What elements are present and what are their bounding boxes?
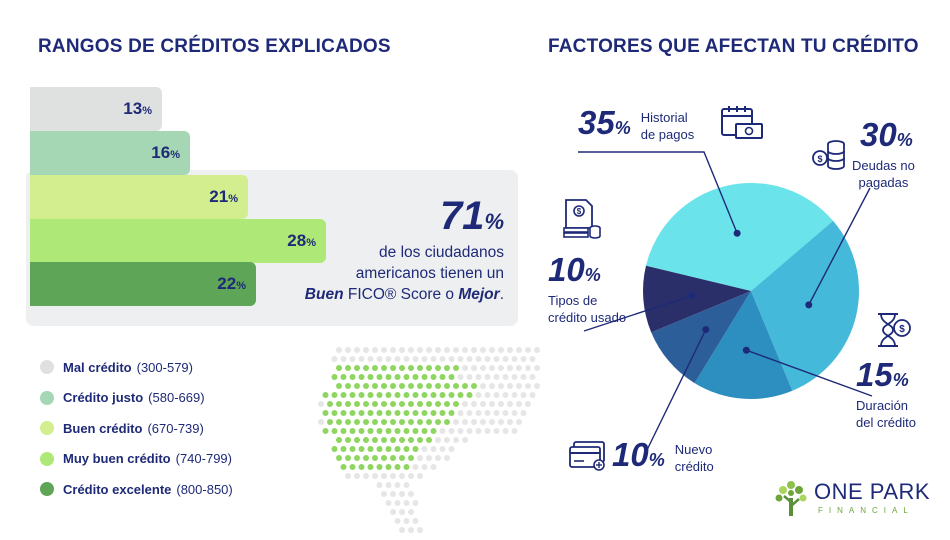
legend-item: Muy buen crédito (740-799): [40, 444, 233, 475]
hourglass-coin-icon: $: [878, 313, 911, 347]
legend-item: Crédito justo (580-669): [40, 383, 233, 414]
coins-stack-icon: $: [812, 140, 845, 170]
left-title: RANGOS DE CRÉDITOS EXPLICADOS: [38, 36, 391, 57]
legend-swatch: [40, 482, 54, 497]
logo-name: ONE PARK: [814, 479, 931, 504]
legend-label: Muy buen crédito: [63, 451, 171, 467]
legend-range: (740-799): [175, 451, 232, 467]
right-title: FACTORES QUE AFECTAN TU CRÉDITO: [548, 36, 919, 57]
legend-swatch: [40, 360, 54, 375]
bar-value-label: 22%: [217, 274, 246, 293]
svg-text:$: $: [899, 324, 905, 335]
pie-slice-2: [751, 220, 859, 391]
legend-label: Buen crédito: [63, 420, 143, 436]
factor-label-duracion: 15% Duración del crédito: [856, 356, 916, 431]
bar-value-label: 13%: [123, 99, 152, 118]
bar-5: 22%: [30, 262, 256, 306]
legend-swatch: [40, 421, 54, 436]
stat-line-3: Buen FICO® Score o Mejor.: [304, 286, 504, 303]
stat-line-2: americanos tienen un: [355, 265, 504, 282]
factor-label-deudas: 30% Deudas no pagadas: [852, 116, 915, 191]
legend: Mal crédito (300-579) Crédito justo (580-66…: [40, 352, 233, 505]
tree-logo-icon: [775, 481, 807, 516]
legend-label: Crédito excelente: [63, 481, 172, 497]
leader-line: [578, 151, 738, 234]
bar-value-label: 28%: [287, 231, 316, 250]
bar-1: 13%: [30, 87, 162, 131]
one-park-logo: ONE PARK FINANCIAL: [774, 478, 930, 518]
logo-sub: FINANCIAL: [818, 506, 914, 515]
leader-dot: [688, 292, 696, 300]
factor-label-tipos: 10% Tipos de crédito usado: [548, 251, 627, 326]
pie-slice-3: [694, 291, 793, 400]
legend-label: Crédito justo: [63, 390, 144, 406]
legend-range: (670-739): [147, 420, 204, 436]
bar-4: 28%: [30, 219, 326, 263]
bar-value-label: 16%: [151, 143, 180, 162]
bar-value-label: 21%: [209, 187, 238, 206]
stat-line-1: de los ciudadanos: [379, 244, 504, 261]
svg-text:$: $: [817, 154, 822, 164]
pie-slice-4: [651, 291, 751, 384]
leader-line: [583, 294, 693, 332]
leader-dot: [742, 346, 750, 354]
pie-slice-1: [645, 183, 834, 291]
legend-item: Mal crédito (300-579): [40, 352, 233, 383]
bill-stack-icon: $: [563, 199, 601, 239]
pie-slice-5: [643, 265, 751, 333]
leader-dot: [702, 326, 710, 334]
leader-dot: [805, 301, 813, 309]
svg-text:$: $: [577, 207, 582, 216]
bar-3: 21%: [30, 175, 248, 219]
legend-swatch: [40, 390, 54, 405]
factor-label-nuevo: 10% Nuevo crédito: [612, 436, 714, 474]
legend-swatch: [40, 451, 54, 466]
credit-card-icon: [569, 441, 605, 471]
legend-item: Crédito excelente (800-850): [40, 474, 233, 505]
credit-range-bars: 13% 16% 21% 28% 22% 71% de los ciudadanos am…: [0, 0, 530, 340]
legend-range: (580-669): [148, 390, 205, 406]
stat-percentage: 71%: [439, 194, 504, 238]
legend-range: (300-579): [136, 359, 193, 375]
leader-dot: [733, 229, 741, 237]
legend-label: Mal crédito: [63, 359, 132, 375]
leader-line: [746, 349, 873, 397]
calendar-money-icon: [721, 106, 763, 139]
legend-range: (800-850): [176, 481, 233, 497]
bar-2: 16%: [30, 131, 190, 175]
factor-label-historial: 35% Historial de pagos: [578, 104, 695, 142]
legend-item: Buen crédito (670-739): [40, 413, 233, 444]
leader-line: [645, 329, 707, 453]
stat-block: 71% de los ciudadanos americanos tienen …: [300, 196, 504, 305]
leader-line: [808, 187, 871, 306]
